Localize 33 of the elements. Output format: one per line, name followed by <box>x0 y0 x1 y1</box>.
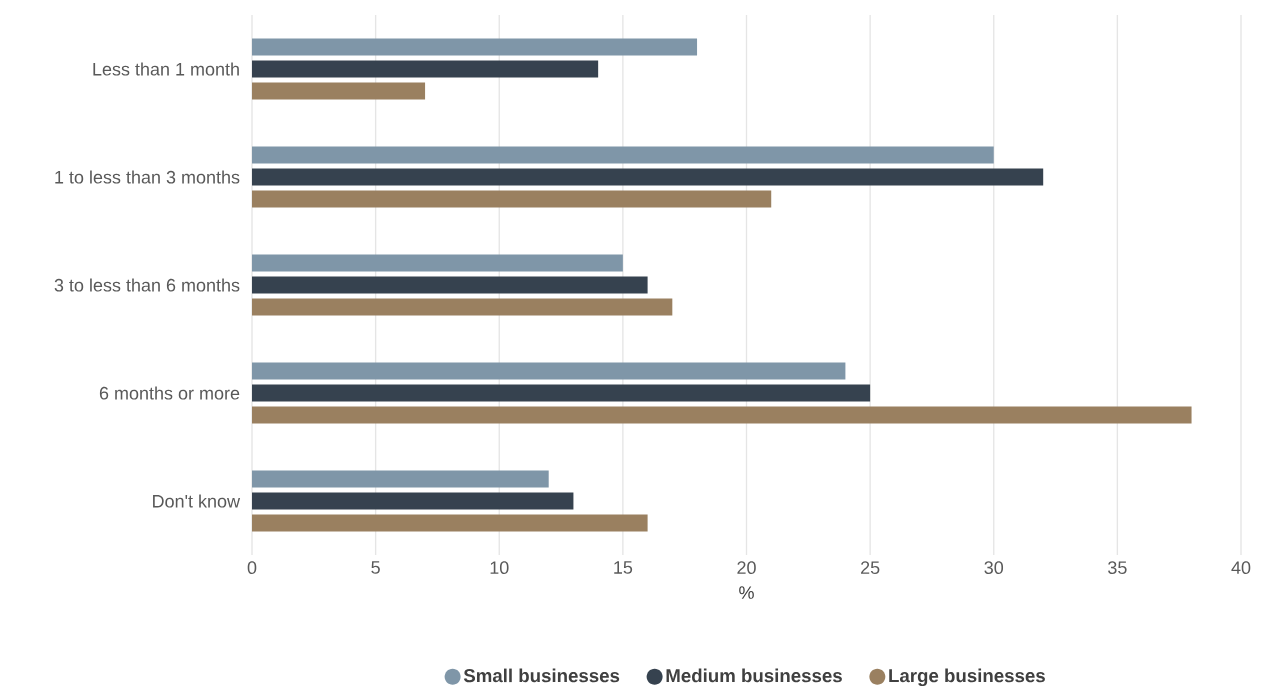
legend-label: Large businesses <box>889 668 1045 687</box>
x-tick-label: 0 <box>247 561 257 574</box>
y-tick-label: 1 to less than 3 months <box>55 170 240 184</box>
bar <box>252 276 648 294</box>
x-tick-label: 5 <box>371 561 380 574</box>
legend-label: Medium businesses <box>666 668 842 683</box>
bar <box>252 82 426 100</box>
bar <box>252 492 574 510</box>
bar <box>252 38 698 56</box>
bar <box>252 146 994 164</box>
bar <box>252 362 846 380</box>
bar <box>252 406 1192 424</box>
y-tick-label: Don't know <box>153 494 241 508</box>
y-tick-label: 6 months or more <box>99 386 240 400</box>
y-tick-label: Less than 1 month <box>93 62 239 76</box>
bar <box>252 514 648 532</box>
bar <box>252 168 1044 186</box>
x-tick-label: 40 <box>1231 561 1251 574</box>
bar <box>252 298 673 316</box>
legend-label: Small businesses <box>463 668 620 683</box>
x-axis-title: % <box>739 586 754 599</box>
bar <box>252 470 549 488</box>
x-tick-label: 35 <box>1108 561 1127 574</box>
x-tick-label: 30 <box>984 561 1004 574</box>
bar <box>252 190 772 208</box>
bar <box>252 60 599 78</box>
x-tick-label: 25 <box>861 561 880 574</box>
x-tick-label: 15 <box>614 561 633 574</box>
bar <box>252 384 871 402</box>
x-tick-label: 20 <box>737 561 756 574</box>
y-tick-label: 3 to less than 6 months <box>54 278 240 292</box>
bar <box>252 254 623 272</box>
x-tick-label: 10 <box>490 561 509 574</box>
